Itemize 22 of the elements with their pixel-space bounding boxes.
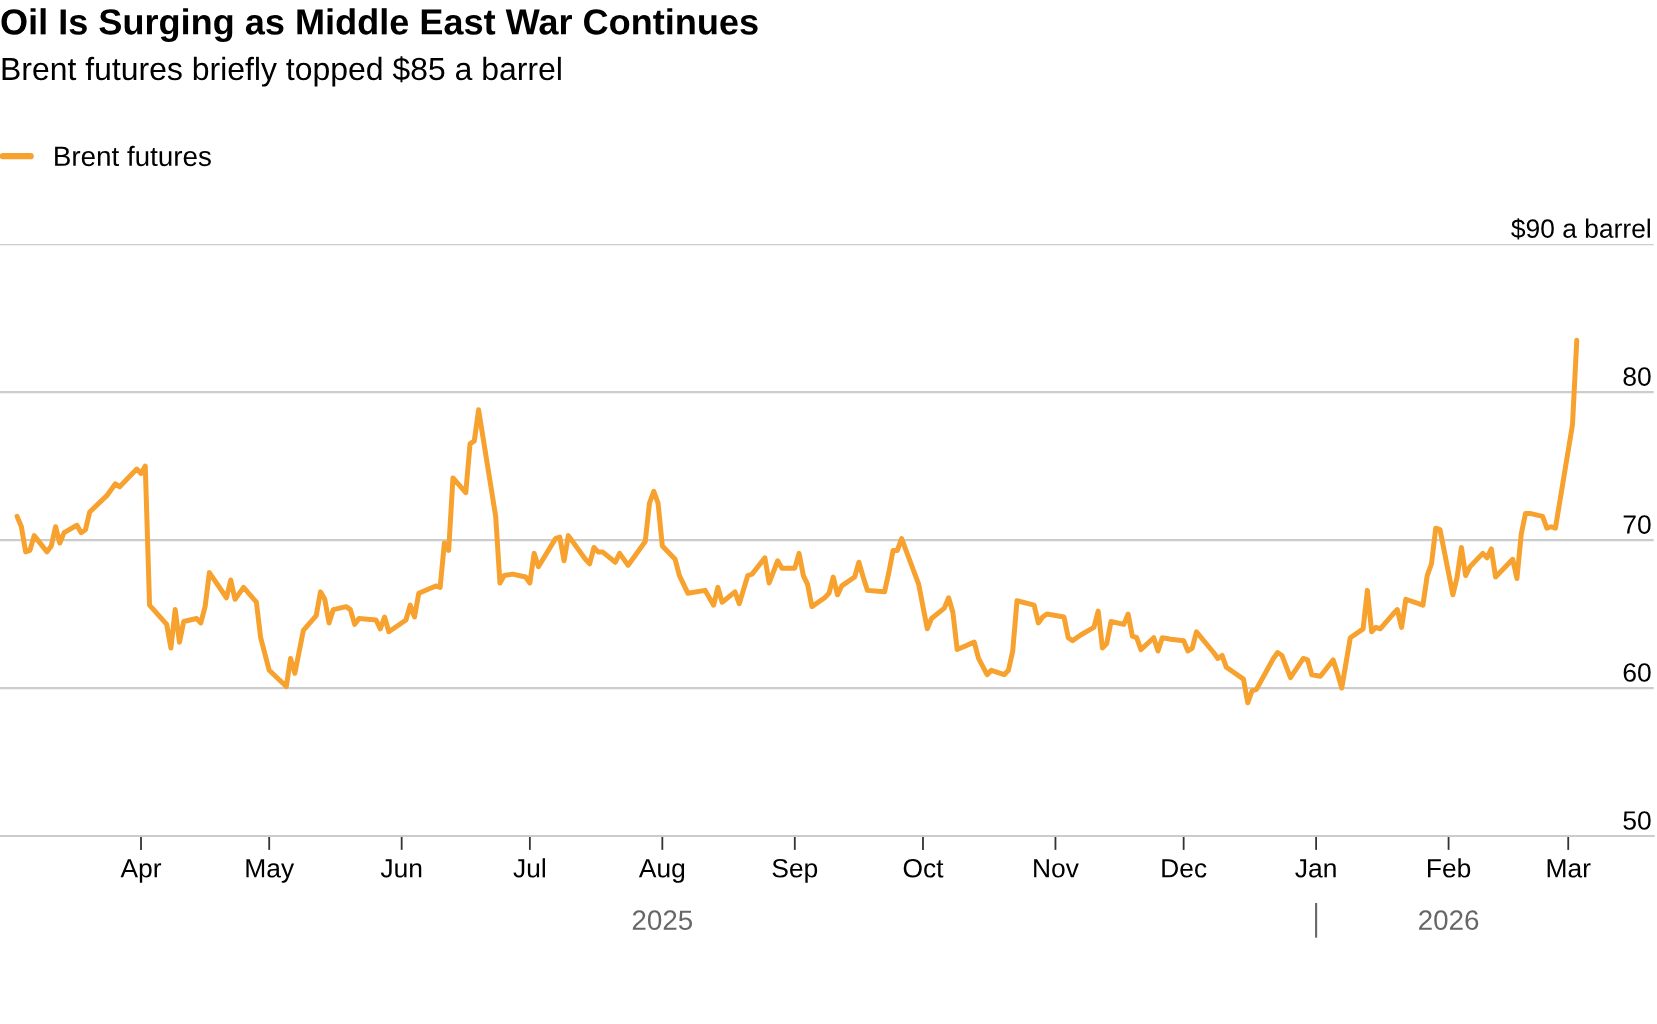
y-tick-label: 50 [1623,811,1651,830]
x-tick-label: Jan [1295,859,1336,878]
x2-tick-label: 2025 [632,910,693,931]
x-tick-label: Sep [772,858,818,883]
chart-subtitle: Brent futures briefly topped $85 a barrel [2,56,561,87]
x-tick-label: Apr [120,859,162,883]
x-tick-label: May [246,859,295,883]
x-tick-label: Aug [638,859,685,883]
legend-label: Brent futures [55,145,211,167]
y-tick-label: 70 [1623,515,1651,534]
x-tick-label: Nov [1034,859,1079,878]
x2-tick-label: 2026 [1419,910,1479,931]
x-tick-label: Oct [903,858,944,878]
x-tick-label: Mar [1547,859,1591,878]
chart-title: Oil Is Surging as Middle East War Continues [1,8,758,43]
y-tick-label: $90 a barrel [1511,218,1650,240]
x-tick-label: Jun [380,859,422,878]
x-tick-label: Feb [1428,858,1471,878]
x-tick-label: Jul [513,858,545,878]
y-tick-label: 60 [1623,663,1651,682]
x-tick-label: Dec [1162,859,1207,878]
y-tick-label: 80 [1623,367,1651,386]
